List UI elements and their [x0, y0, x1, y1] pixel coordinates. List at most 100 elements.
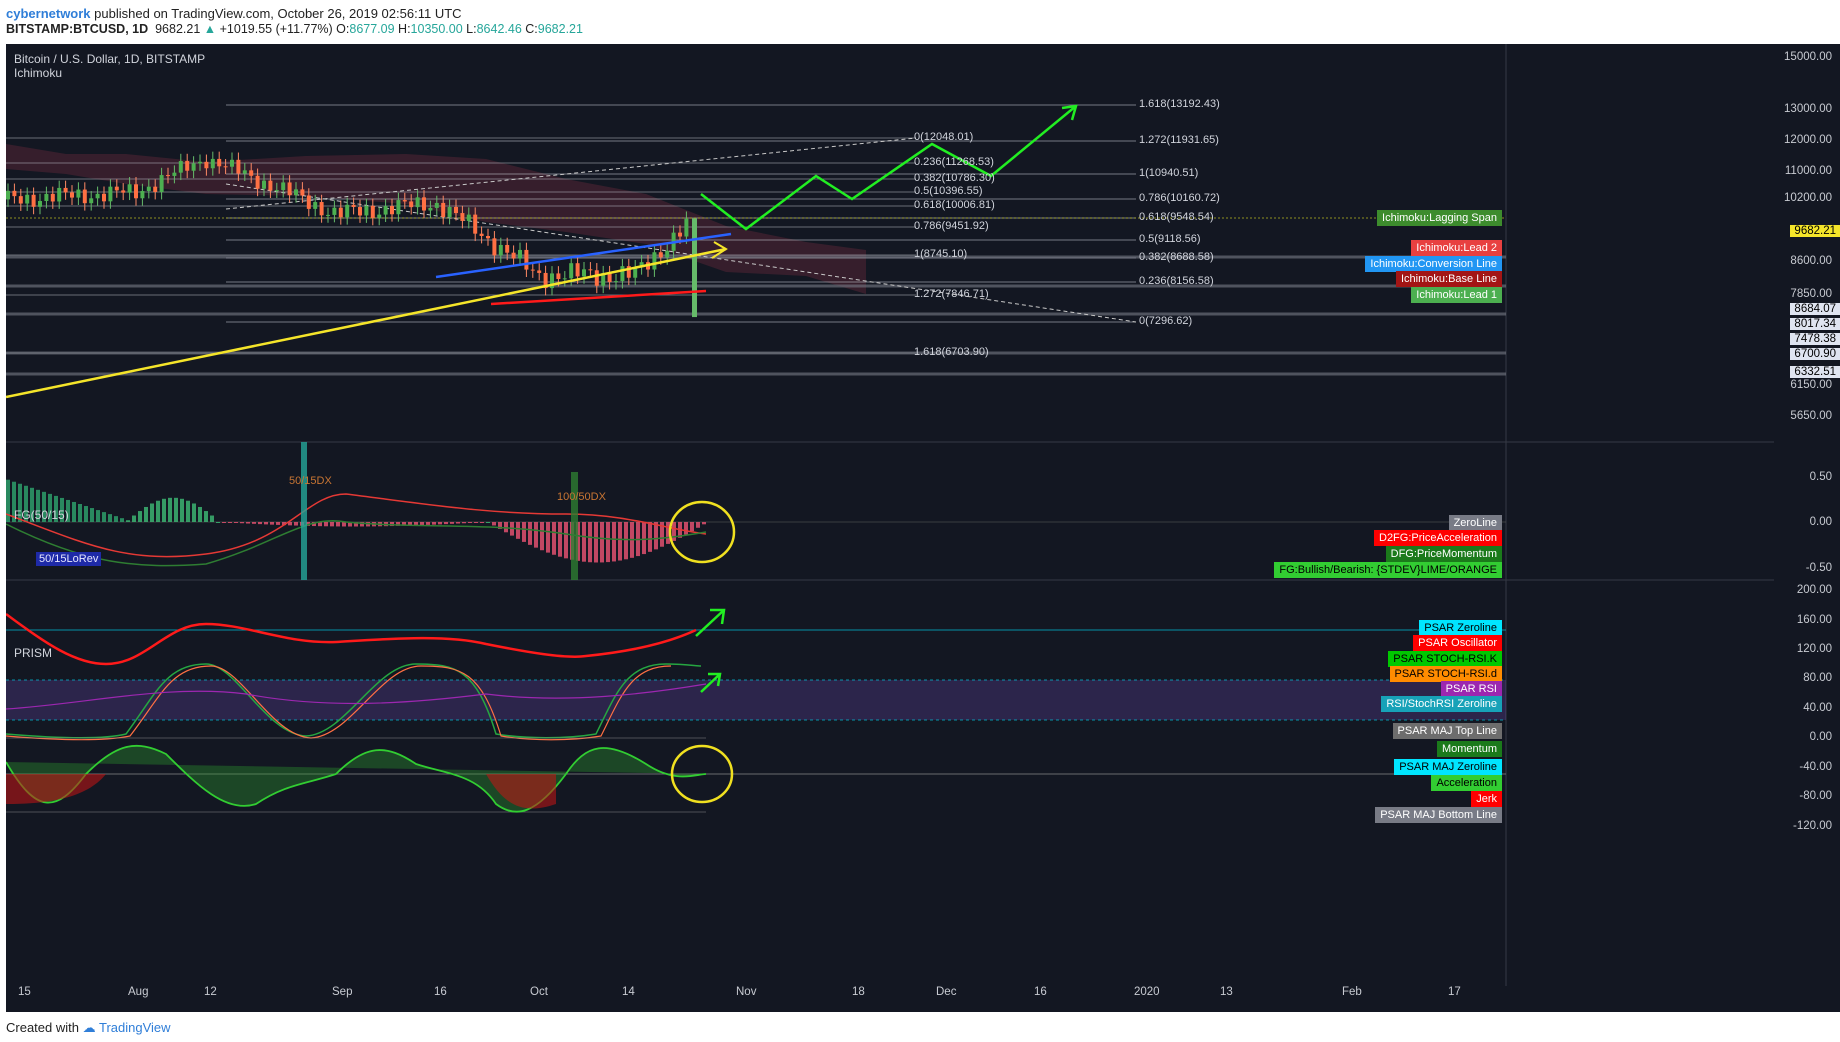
candle-body	[524, 249, 529, 270]
fg-histogram-bar	[78, 504, 82, 522]
fg-histogram-bar	[360, 522, 364, 527]
tradingview-logo-icon[interactable]: ☁	[82, 1020, 96, 1035]
fg-histogram-bar	[666, 522, 670, 544]
candle-body	[447, 206, 452, 217]
price-tick-label: 10200.00	[1784, 192, 1832, 204]
fg-histogram-bar	[156, 500, 160, 522]
fg-histogram-bar	[312, 522, 316, 527]
fg-histogram-bar	[216, 522, 220, 523]
fg-histogram-bar	[330, 522, 334, 527]
highlight-circle	[668, 500, 736, 564]
prism-tick-label: 160.00	[1796, 614, 1832, 626]
up-arrow-icon: ▲	[203, 22, 217, 36]
candle-body	[415, 197, 420, 208]
created-with: Created with	[6, 1020, 79, 1035]
author-link[interactable]: cybernetwork	[6, 6, 91, 21]
fg-histogram-bar	[486, 522, 490, 523]
candle-body	[198, 161, 202, 164]
fg-histogram-bar	[174, 497, 178, 522]
time-tick-label: Sep	[332, 986, 353, 998]
fg-histogram-bar	[432, 522, 436, 525]
fg-histogram-bar	[450, 522, 454, 524]
candle-body	[594, 270, 599, 286]
prism-tick-label: 40.00	[1803, 702, 1832, 714]
dashed-trend	[225, 137, 917, 210]
ichimoku-cloud	[6, 144, 866, 294]
fg-histogram-bar	[492, 522, 496, 526]
candle-body	[294, 189, 298, 196]
fg-histogram-bar	[162, 498, 166, 522]
fg-histogram-bar	[108, 514, 112, 522]
candle-body	[127, 184, 132, 193]
fg-cross-marker	[301, 442, 307, 580]
candle-body	[114, 186, 119, 191]
candle-body	[390, 205, 394, 215]
candle-body	[466, 214, 471, 221]
fg-histogram-bar	[702, 522, 706, 525]
fg-legend-item: D2FG:PriceAcceleration	[1374, 530, 1502, 546]
tradingview-link[interactable]: TradingView	[99, 1020, 171, 1035]
candle-body	[255, 175, 260, 189]
candle-body	[665, 250, 670, 258]
fg-histogram-bar	[552, 522, 556, 555]
time-tick-label: 14	[622, 986, 635, 998]
fg-histogram-bar	[318, 522, 322, 527]
prism-tick-label: -80.00	[1799, 790, 1832, 802]
candle-body	[108, 186, 113, 202]
fg-tick-label: 0.00	[1809, 516, 1832, 528]
fib-label-upper: 1.272(11931.65)	[1139, 134, 1219, 146]
candle-body	[511, 252, 516, 259]
candle-body	[185, 161, 190, 171]
fg-histogram-bar	[528, 522, 532, 545]
fg-histogram-bar	[324, 522, 328, 527]
candle-body	[358, 207, 362, 216]
fg-histogram-bar	[336, 522, 340, 527]
fg-annotation: 50/15LoRev	[36, 552, 102, 566]
main-legend-item: Ichimoku:Lagging Span	[1377, 210, 1502, 226]
fg-histogram-bar	[18, 483, 22, 522]
high-label: H:	[398, 22, 411, 36]
candle-body	[639, 262, 644, 268]
fib-label-upper: 0.5(9118.56)	[1139, 233, 1201, 245]
yellow-trendline	[6, 247, 727, 399]
fg-tick-label: -0.50	[1805, 562, 1832, 574]
fib-label-lower: 1(8745.10)	[914, 248, 968, 260]
candle-body	[31, 194, 36, 207]
fib-label-lower: 0.618(10006.81)	[914, 199, 995, 211]
candle-body	[146, 186, 151, 192]
candle-body	[434, 202, 439, 208]
price-tick-label: 11000.00	[1784, 165, 1832, 177]
header: cybernetwork published on TradingView.co…	[0, 0, 1840, 42]
fg-legend-item: FG:Bullish/Bearish: {STDEV}LIME/ORANGE	[1274, 562, 1502, 578]
highlight-circle	[670, 744, 734, 804]
candle-body	[422, 197, 426, 211]
fg-histogram-bar	[624, 522, 628, 560]
red-trendline	[490, 289, 707, 306]
time-tick-label: 16	[434, 986, 447, 998]
candle-body	[89, 198, 94, 204]
candle-body	[76, 189, 81, 198]
candle-body	[370, 205, 375, 218]
price-tick-label: 6332.51	[1790, 366, 1840, 378]
price-tick-label: 12000.00	[1784, 134, 1832, 146]
time-tick-label: Feb	[1342, 986, 1362, 998]
candle-body	[460, 213, 465, 221]
candle-body	[562, 278, 567, 280]
candle-body	[300, 189, 305, 196]
fg-histogram-bar	[90, 508, 94, 522]
fib-label-lower: 1.272(7846.71)	[914, 288, 989, 300]
fg-histogram-bar	[696, 522, 700, 528]
chart-area[interactable]: Bitcoin / U.S. Dollar, 1D, BITSTAMP Ichi…	[6, 44, 1840, 1012]
fib-label-lower: 1.618(6703.90)	[914, 346, 989, 358]
chart-canvas[interactable]	[6, 44, 1774, 986]
main-legend-item: Ichimoku:Lead 2	[1411, 240, 1502, 256]
fg-histogram-bar	[294, 522, 298, 526]
price-tick-label: 8600.00	[1790, 255, 1832, 267]
price-change: +1019.55 (+11.77%)	[219, 22, 333, 36]
green-arrow	[700, 673, 721, 693]
fg-histogram-bar	[144, 506, 148, 522]
candle-body	[134, 184, 138, 199]
candle-body	[383, 205, 388, 215]
candle-body	[230, 159, 234, 167]
fg-histogram-bar	[342, 522, 346, 527]
